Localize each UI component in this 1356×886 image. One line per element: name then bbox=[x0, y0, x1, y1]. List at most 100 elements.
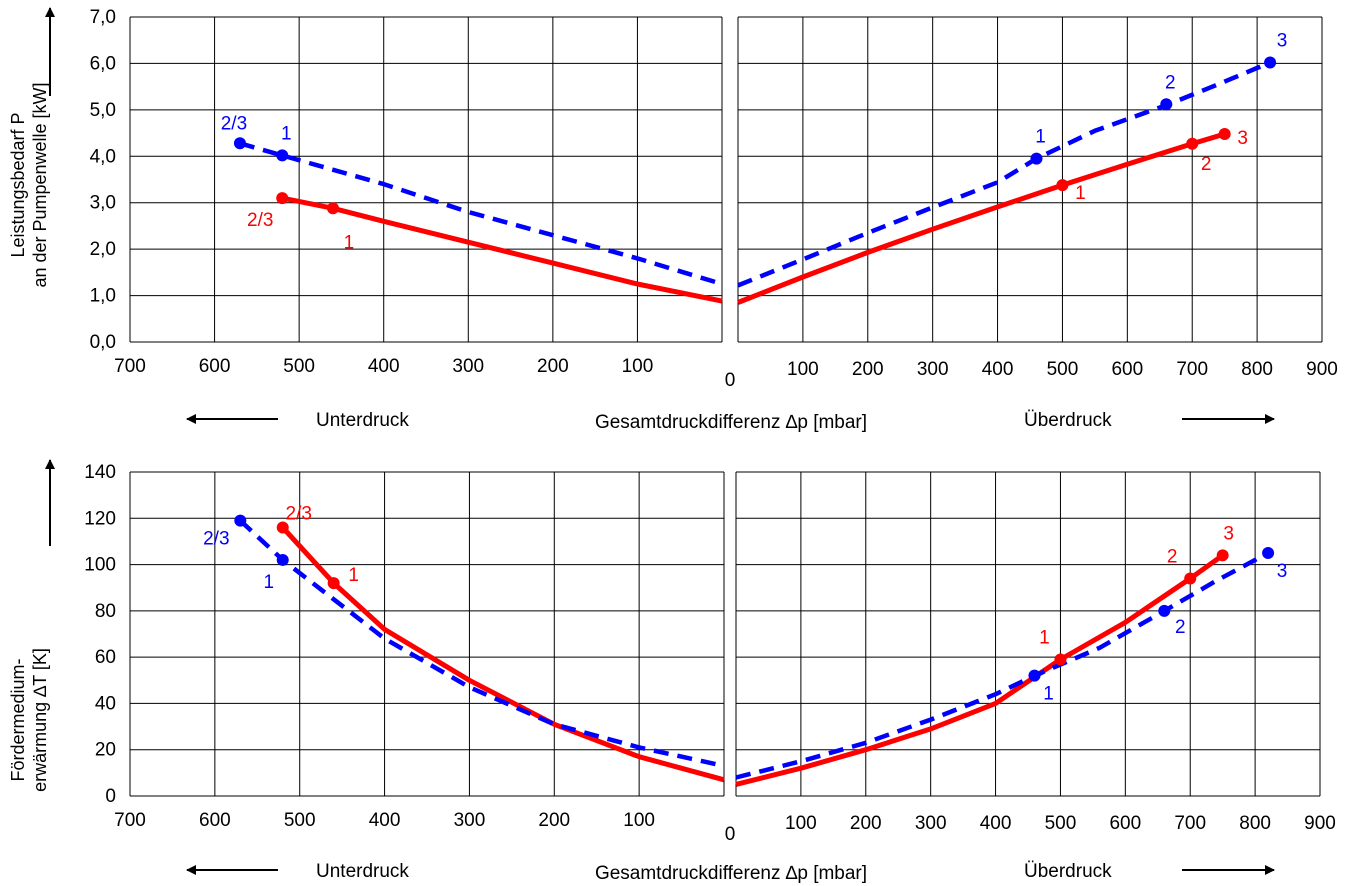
grid-left bbox=[129, 16, 723, 343]
point-label: 1 bbox=[348, 565, 359, 586]
chart-top: Leistungsbedarf P an der Pumpenwelle [kW… bbox=[8, 7, 1338, 433]
data-point bbox=[1160, 98, 1173, 111]
x-tick-label: 900 bbox=[1304, 813, 1336, 834]
point-label: 1 bbox=[1039, 627, 1050, 648]
unterdruck-label: Unterdruck bbox=[316, 410, 409, 431]
y-tick-label: 7,0 bbox=[90, 7, 116, 28]
x-tick-label: 800 bbox=[1239, 813, 1271, 834]
data-point bbox=[1216, 549, 1229, 562]
x-tick-label: 400 bbox=[368, 356, 400, 377]
point-label: 3 bbox=[1237, 128, 1248, 149]
series-points bbox=[233, 56, 1277, 215]
x-tick-label: 200 bbox=[850, 813, 882, 834]
grid-right bbox=[737, 16, 1323, 343]
y-tick-label: 80 bbox=[95, 601, 116, 622]
point-label: 2 bbox=[1175, 617, 1186, 638]
tick-labels: 0,0 1,0 2,0 3,0 4,0 5,0 6,0 7,0 700 600 500 400 300 2… bbox=[90, 7, 1338, 391]
x-tick-label: 200 bbox=[538, 810, 570, 831]
point-label: 1 bbox=[1035, 127, 1046, 148]
x-tick-label: 400 bbox=[982, 359, 1014, 380]
data-point bbox=[276, 521, 289, 534]
series-lines bbox=[238, 518, 1270, 787]
unterdruck-label: Unterdruck bbox=[316, 861, 409, 882]
series-points bbox=[234, 514, 1275, 682]
y-tick-label: 3,0 bbox=[90, 193, 116, 214]
y-tick-label: 0 bbox=[105, 786, 116, 807]
y-tick-label: 140 bbox=[84, 462, 116, 483]
data-point bbox=[1186, 137, 1199, 150]
x-tick-label: 600 bbox=[199, 810, 231, 831]
x-tick-label: 300 bbox=[454, 810, 486, 831]
point-labels: 2/3 1 2/3 1 1 2 3 1 2 3 bbox=[221, 31, 1288, 254]
data-point bbox=[233, 137, 246, 150]
x-tick-label: 100 bbox=[622, 356, 654, 377]
point-label: 2 bbox=[1201, 154, 1212, 175]
data-point bbox=[276, 192, 289, 205]
data-point bbox=[1264, 56, 1277, 69]
ueberdruck-label: Überdruck bbox=[1024, 861, 1112, 882]
y-tick-label: 1,0 bbox=[90, 286, 116, 307]
series-blue-dashed-right bbox=[737, 60, 1271, 288]
data-point bbox=[1028, 669, 1041, 682]
point-label: 2/3 bbox=[203, 529, 229, 550]
series-red-solid-right bbox=[737, 131, 1226, 305]
point-label: 1 bbox=[1043, 684, 1054, 705]
x-tick-label: 600 bbox=[1109, 813, 1141, 834]
x-tick-label: 500 bbox=[1047, 359, 1079, 380]
data-point bbox=[1218, 128, 1231, 140]
y-axis-label-line2: an der Pumpenwelle [kW] bbox=[30, 82, 50, 287]
x-tick-label-zero: 0 bbox=[725, 824, 736, 845]
series-red-solid-right bbox=[735, 553, 1225, 787]
y-tick-label: 5,0 bbox=[90, 100, 116, 121]
x-tick-label: 600 bbox=[199, 356, 231, 377]
x-tick-label: 300 bbox=[915, 813, 947, 834]
x-tick-label: 700 bbox=[1174, 813, 1206, 834]
x-tick-label: 300 bbox=[452, 356, 484, 377]
x-tick-label: 300 bbox=[917, 359, 949, 380]
x-axis-label: Gesamtdruckdifferenz ∆p [mbar] bbox=[595, 863, 867, 884]
y-tick-label: 4,0 bbox=[90, 146, 116, 167]
point-label: 2/3 bbox=[286, 504, 312, 525]
y-axis-label-line2: erwärmung ∆T [K] bbox=[30, 648, 50, 792]
x-tick-label: 800 bbox=[1241, 359, 1273, 380]
y-axis-label-line1: Leistungsbedarf P bbox=[8, 112, 28, 257]
point-label: 3 bbox=[1223, 523, 1234, 544]
data-point bbox=[1184, 572, 1197, 585]
x-tick-label: 700 bbox=[114, 810, 146, 831]
x-tick-label-zero: 0 bbox=[725, 370, 736, 391]
y-tick-label: 20 bbox=[95, 740, 116, 761]
point-label: 1 bbox=[1075, 183, 1086, 204]
y-tick-label: 6,0 bbox=[90, 53, 116, 74]
y-tick-label: 2,0 bbox=[90, 239, 116, 260]
point-label: 2/3 bbox=[247, 210, 273, 231]
point-label: 3 bbox=[1277, 561, 1288, 582]
data-point bbox=[1262, 547, 1275, 559]
point-label: 1 bbox=[281, 123, 292, 144]
x-tick-label: 900 bbox=[1306, 359, 1338, 380]
y-tick-label: 60 bbox=[95, 647, 116, 668]
point-label: 2/3 bbox=[221, 113, 247, 134]
x-tick-label: 500 bbox=[1045, 813, 1077, 834]
x-tick-label: 100 bbox=[623, 810, 655, 831]
x-tick-label: 400 bbox=[980, 813, 1012, 834]
x-tick-label: 700 bbox=[114, 356, 146, 377]
data-point bbox=[234, 514, 247, 527]
point-label: 3 bbox=[1277, 31, 1288, 52]
y-tick-label: 0,0 bbox=[90, 332, 116, 353]
data-point bbox=[1030, 152, 1043, 165]
point-label: 2 bbox=[1165, 72, 1176, 93]
y-tick-label: 40 bbox=[95, 693, 116, 714]
x-tick-label: 700 bbox=[1176, 359, 1208, 380]
grid-right bbox=[735, 471, 1321, 797]
data-point bbox=[276, 149, 289, 162]
ueberdruck-label: Überdruck bbox=[1024, 410, 1112, 431]
x-tick-label: 100 bbox=[787, 359, 819, 380]
point-label: 1 bbox=[344, 232, 355, 253]
data-point bbox=[1054, 653, 1067, 666]
y-tick-label: 120 bbox=[84, 508, 116, 529]
data-point bbox=[1158, 604, 1171, 617]
data-point bbox=[1056, 179, 1069, 192]
y-tick-label: 100 bbox=[84, 555, 116, 576]
